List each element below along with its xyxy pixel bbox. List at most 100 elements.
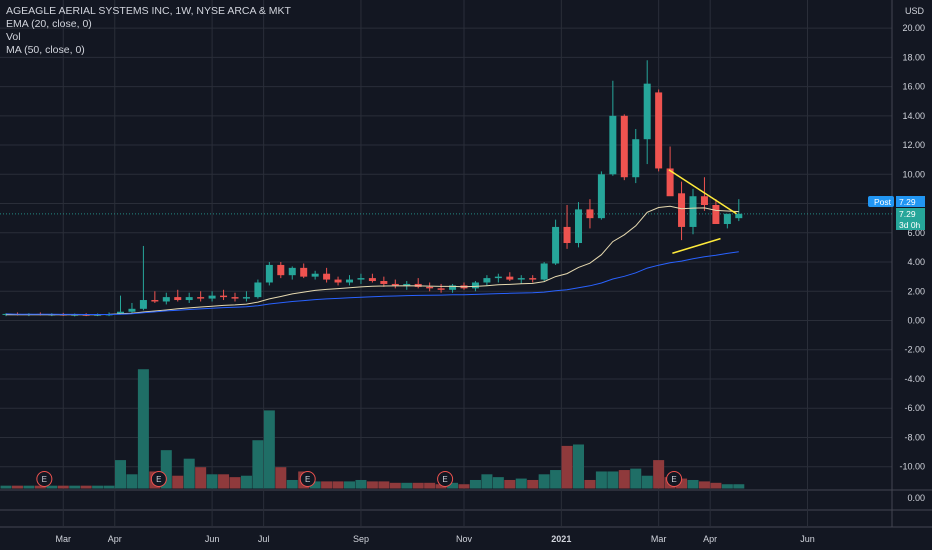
candle-body (449, 285, 457, 290)
candle-body (575, 209, 582, 244)
candle-body (254, 282, 262, 298)
volume-bar (492, 477, 504, 489)
earnings-marker-label: E (442, 475, 447, 484)
volume-bar (206, 474, 218, 489)
candle-body (197, 297, 205, 299)
volume-bar (263, 410, 275, 489)
candle-body (346, 279, 353, 283)
volume-bar (34, 485, 46, 489)
time-tick-label: Mar (651, 534, 667, 544)
earnings-marker-label: E (42, 475, 47, 484)
candle-body (151, 300, 159, 302)
volume-bar (57, 485, 69, 489)
price-tick-label: 20.00 (902, 23, 925, 33)
volume-bar (286, 479, 298, 489)
volume-bar (137, 369, 149, 489)
volume-bar (229, 477, 241, 489)
candle-body (117, 311, 124, 315)
price-tick-label: -10.00 (899, 462, 925, 472)
volume-bar (401, 482, 413, 489)
volume-bar (458, 484, 470, 489)
ema-legend[interactable]: EMA (20, close, 0) (6, 18, 92, 30)
volume-bar (0, 485, 12, 489)
volume-bar (366, 481, 378, 489)
candle-body (242, 297, 250, 299)
price-tick-label: 10.00 (902, 169, 925, 179)
candle-body (632, 139, 640, 178)
candle-body (563, 226, 571, 244)
candle-body (529, 278, 537, 280)
candle-body (437, 288, 445, 290)
earnings-marker (299, 471, 316, 487)
candle-body (265, 264, 273, 283)
last-price-bg (896, 208, 925, 230)
volume-bar (424, 482, 436, 489)
candle-body (586, 209, 594, 219)
price-tick-label: 14.00 (902, 111, 925, 121)
candle-body (357, 278, 365, 280)
volume-bar (538, 474, 550, 489)
price-tick-label: 18.00 (902, 52, 925, 62)
price-axis[interactable]: 20.0018.0016.0014.0012.0010.008.006.004.… (899, 23, 925, 503)
volume-bar (573, 444, 584, 489)
vol-legend[interactable]: Vol (6, 31, 21, 43)
earnings-marker-label: E (671, 475, 676, 484)
earnings-marker-label: E (156, 475, 161, 484)
candle-body (643, 83, 651, 140)
volume-bar (240, 475, 252, 489)
time-tick-label: Apr (703, 534, 717, 544)
time-axis[interactable]: Mar Apr Jun Jul Sep Nov 2021 Mar Apr Jun (56, 534, 815, 544)
price-tick-label: -6.00 (904, 403, 925, 413)
candle-body (666, 168, 674, 197)
volume-bar (218, 474, 230, 489)
earnings-marker (36, 471, 53, 487)
candle-body (208, 295, 216, 299)
volume-bar (618, 470, 630, 489)
price-tick-label: -8.00 (904, 432, 925, 442)
candle-body (380, 281, 388, 284)
candle-body (609, 115, 617, 175)
ma-legend[interactable]: MA (50, close, 0) (6, 44, 85, 56)
post-value-bg (896, 196, 925, 207)
volume-bar (687, 479, 699, 489)
candle-body (483, 278, 491, 283)
candle-body (517, 278, 525, 280)
volume-tick-label: 0.00 (907, 493, 925, 503)
time-tick-label: 2021 (551, 534, 571, 544)
earnings-marker (437, 471, 454, 487)
candle-body (323, 273, 331, 280)
trendline (672, 237, 721, 254)
price-tick-label: 6.00 (907, 228, 925, 238)
volume-bar (698, 481, 710, 489)
candle-body (220, 295, 228, 298)
trendline (668, 169, 737, 215)
candle-body (334, 279, 342, 283)
candle-body (494, 276, 502, 279)
candle-body (471, 282, 479, 289)
volume-bar (103, 485, 115, 489)
candle-body (689, 196, 697, 227)
candle-body (277, 264, 285, 276)
volume-bar (252, 440, 264, 489)
volume-bar (721, 484, 733, 489)
bar-countdown: 3d 0h (899, 220, 921, 230)
symbol-title: AGEAGLE AERIAL SYSTEMS INC, 1W, NYSE ARC… (6, 5, 291, 17)
volume-bar (504, 479, 516, 489)
price-tick-label: 0.00 (907, 316, 925, 326)
volume-bar (630, 468, 642, 489)
candle-body (506, 276, 514, 280)
volume-bar (515, 478, 527, 489)
time-tick-label: Jul (258, 534, 270, 544)
candle-body (311, 273, 319, 277)
candle-body (678, 193, 686, 227)
volume-bar (641, 475, 653, 489)
last-price-value: 7.29 (899, 209, 916, 219)
indicator-lines (5, 205, 739, 316)
volume-bar (550, 470, 562, 489)
candle-body (712, 205, 720, 225)
candle-body (300, 267, 308, 277)
volume-bar (595, 471, 607, 489)
candle-body (620, 115, 628, 178)
volume-bar (435, 484, 447, 489)
